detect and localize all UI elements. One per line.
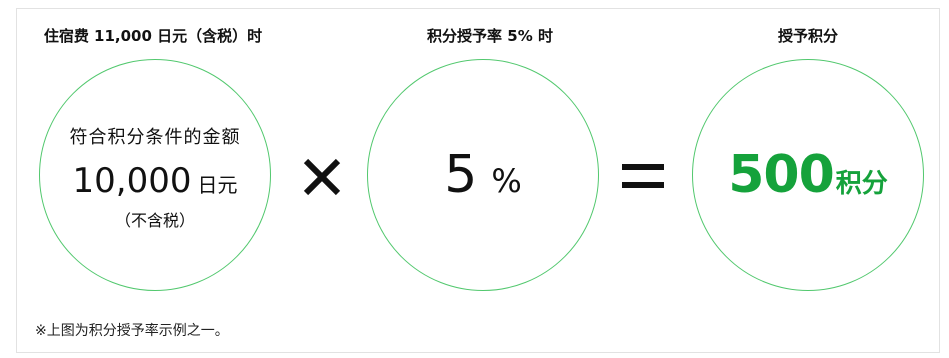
points-value: 500 [728, 145, 835, 205]
rate-value-row: 5% [444, 145, 522, 205]
rate-unit: % [491, 162, 522, 200]
equals-icon [622, 164, 664, 188]
eligible-amount-tax-note: （不含税） [114, 211, 195, 230]
eligible-amount-circle: 符合积分条件的金额 10,000 日元 （不含税） [39, 59, 271, 291]
eligible-amount-unit: 日元 [197, 173, 238, 197]
points-circle: 500积分 [692, 59, 924, 291]
eligible-amount-label: 符合积分条件的金额 [69, 127, 241, 148]
points-unit: 积分 [835, 169, 888, 199]
eligible-amount-value: 10,000 [72, 161, 192, 201]
eligible-amount-value-row: 10,000 日元 [73, 161, 238, 201]
points-value-row: 500积分 [728, 145, 888, 205]
points-title: 授予积分 [777, 27, 839, 45]
fee-title: 住宿费 11,000 日元（含税）时 [43, 27, 263, 45]
multiply-icon [303, 158, 341, 196]
rate-circle: 5% [367, 59, 599, 291]
diagram-frame [16, 8, 940, 353]
rate-title: 积分授予率 5% 时 [427, 27, 553, 45]
footnote: ※上图为积分授予率示例之一。 [35, 323, 229, 339]
rate-value: 5 [444, 145, 478, 205]
